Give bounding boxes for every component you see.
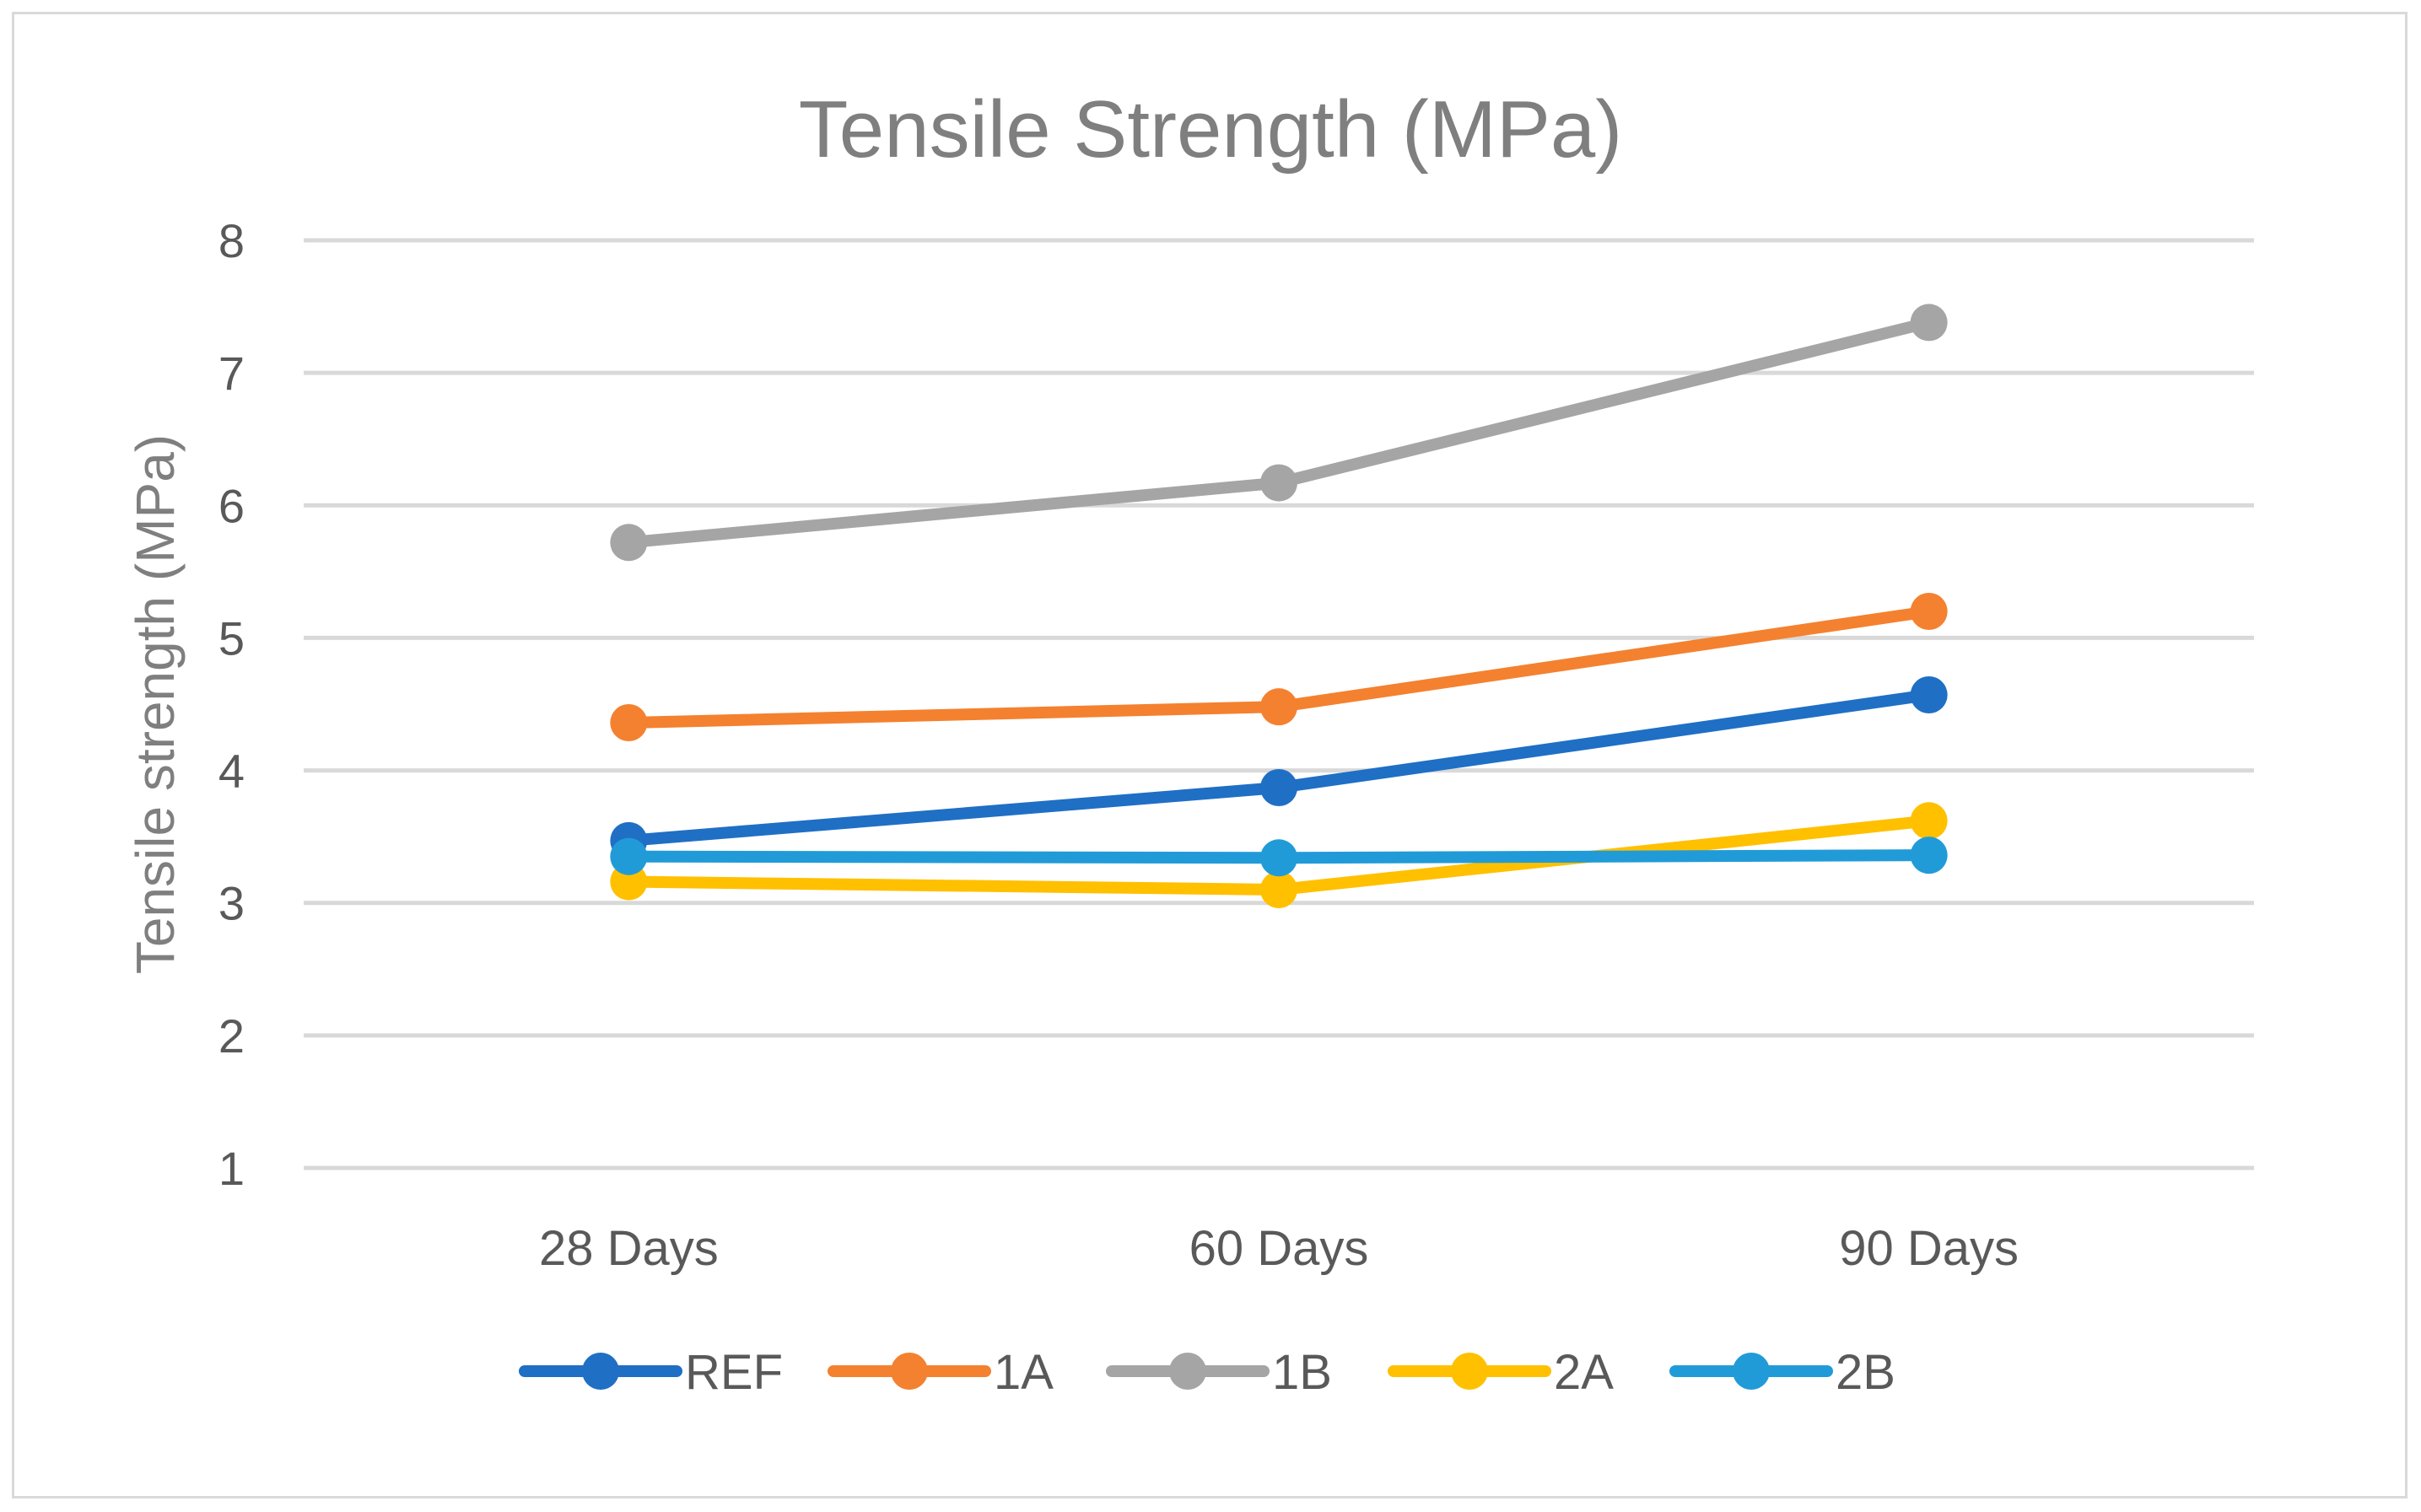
y-tick-label: 6	[218, 479, 245, 532]
legend-entry-2b: 2B	[1669, 1345, 1895, 1400]
y-axis-label: Tensile strength (MPa)	[125, 434, 186, 974]
legend-label: REF	[685, 1345, 783, 1400]
legend-entry-ref: REF	[519, 1345, 783, 1400]
series-line-1b	[623, 316, 1935, 549]
legend-label: 1B	[1272, 1345, 1332, 1400]
data-point-ref	[1910, 676, 1948, 713]
x-axis-ticks: 28 Days 60 Days 90 Days	[539, 1221, 2019, 1276]
legend-swatch-marker	[1451, 1353, 1488, 1390]
data-point-ref	[1260, 769, 1297, 806]
y-tick-label: 4	[218, 745, 245, 798]
data-point-1a	[1910, 593, 1948, 630]
series-lines	[610, 304, 1948, 908]
data-point-2b	[1260, 839, 1297, 877]
legend-label: 2A	[1554, 1345, 1614, 1400]
legend-entry-1a: 1A	[828, 1345, 1054, 1400]
y-axis-ticks: 1 2 3 4 5 6 7 8	[218, 214, 245, 1195]
chart-frame	[12, 12, 2408, 1499]
y-tick-label: 1	[218, 1142, 245, 1195]
legend-label: 2B	[1836, 1345, 1895, 1400]
y-tick-label: 2	[218, 1009, 245, 1063]
data-point-1a	[610, 704, 648, 741]
y-tick-label: 5	[218, 611, 245, 665]
data-point-1a	[1260, 688, 1297, 726]
y-tick-label: 8	[218, 214, 245, 267]
data-point-2a	[1910, 802, 1948, 840]
series-2b	[610, 837, 1948, 877]
series-1b	[610, 304, 1948, 562]
legend-label: 1A	[994, 1345, 1054, 1400]
data-point-2b	[1910, 837, 1948, 874]
x-tick-label: 60 Days	[1189, 1221, 1369, 1276]
x-tick-label: 90 Days	[1839, 1221, 2019, 1276]
data-point-2b	[610, 837, 648, 875]
chart-title: Tensile Strength (MPa)	[799, 84, 1622, 175]
data-point-2a	[1260, 871, 1297, 908]
legend-swatch-marker	[1169, 1353, 1206, 1390]
x-tick-label: 28 Days	[539, 1221, 719, 1276]
series-1a	[610, 593, 1948, 741]
legend-swatch-marker	[891, 1353, 928, 1390]
y-tick-label: 3	[218, 877, 245, 930]
data-point-1b	[1260, 464, 1297, 502]
legend-entry-1b: 1B	[1106, 1345, 1332, 1400]
legend-entry-2a: 2A	[1388, 1345, 1614, 1400]
legend-swatch-marker	[582, 1353, 619, 1390]
data-point-1b	[610, 524, 648, 562]
legend: REF 1A 1B 2A 2B	[519, 1345, 1895, 1400]
gridlines	[304, 238, 2254, 1170]
y-tick-label: 7	[218, 347, 245, 400]
legend-swatch-marker	[1733, 1353, 1770, 1390]
data-point-1b	[1910, 304, 1948, 342]
